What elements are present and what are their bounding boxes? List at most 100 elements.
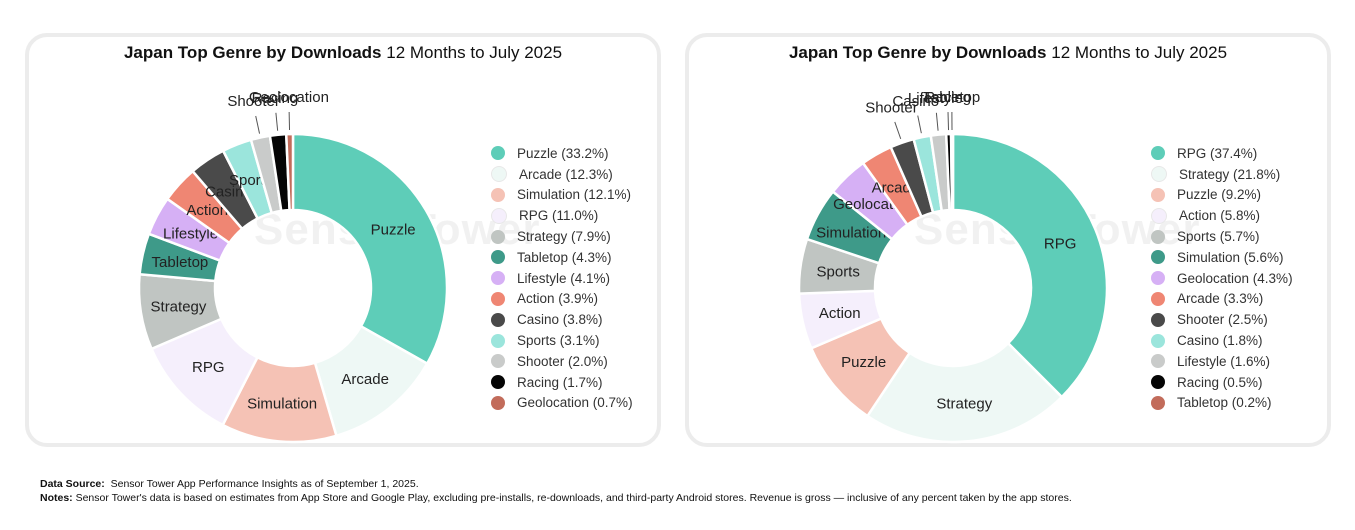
legend-item-puzzle: Puzzle (33.2%) bbox=[491, 143, 633, 164]
legend-label: Puzzle (33.2%) bbox=[517, 145, 609, 161]
legend-swatch bbox=[491, 146, 505, 161]
slice-puzzle bbox=[291, 132, 449, 366]
legend-swatch bbox=[491, 271, 505, 286]
donut-chart: RPGStrategyPuzzleActionSportsSimulationG… bbox=[797, 89, 1109, 444]
footer-data-source: Data Source: Sensor Tower App Performanc… bbox=[40, 478, 419, 490]
slice-tabletop bbox=[949, 132, 955, 212]
slice-label-casino: Casino bbox=[205, 184, 252, 201]
legend-item-action: Action (5.8%) bbox=[1151, 205, 1293, 226]
legend-item-tabletop: Tabletop (4.3%) bbox=[491, 247, 633, 268]
legend-item-strategy: Strategy (21.8%) bbox=[1151, 164, 1293, 185]
chart-title: Japan Top Genre by Downloads 12 Months t… bbox=[29, 43, 657, 63]
leader-line-shooter bbox=[894, 121, 902, 140]
legend-label: Shooter (2.0%) bbox=[517, 353, 608, 369]
legend-swatch bbox=[1151, 333, 1165, 348]
legend-swatch bbox=[1151, 271, 1165, 286]
legend-item-racing: Racing (0.5%) bbox=[1151, 372, 1293, 393]
legend-item-arcade: Arcade (3.3%) bbox=[1151, 289, 1293, 310]
leader-line-casino bbox=[917, 115, 922, 134]
legend-swatch bbox=[1151, 187, 1165, 202]
slice-label-action: Action bbox=[186, 202, 228, 219]
legend-label: Casino (3.8%) bbox=[517, 312, 603, 328]
legend-item-strategy: Strategy (7.9%) bbox=[491, 226, 633, 247]
legend-swatch bbox=[491, 229, 505, 244]
legend-label: Sports (3.1%) bbox=[517, 333, 600, 349]
leader-line-shooter bbox=[255, 115, 261, 134]
chart-panel-right: Japan Top Genre by Downloads 12 Months t… bbox=[685, 33, 1331, 447]
legend-item-simulation: Simulation (12.1%) bbox=[491, 185, 633, 206]
legend-item-racing: Racing (1.7%) bbox=[491, 372, 633, 393]
slice-label-tabletop: Tabletop bbox=[152, 254, 209, 271]
legend-label: Racing (1.7%) bbox=[517, 374, 603, 390]
legend-item-tabletop: Tabletop (0.2%) bbox=[1151, 393, 1293, 414]
legend-label: Simulation (5.6%) bbox=[1177, 249, 1284, 265]
legend-label: Puzzle (9.2%) bbox=[1177, 187, 1262, 203]
slice-label-rpg: RPG bbox=[192, 359, 225, 376]
legend-item-arcade: Arcade (12.3%) bbox=[491, 164, 633, 185]
legend-item-action: Action (3.9%) bbox=[491, 289, 633, 310]
legend-item-puzzle: Puzzle (9.2%) bbox=[1151, 185, 1293, 206]
legend-swatch bbox=[491, 312, 505, 327]
slice-label-puzzle: Puzzle bbox=[371, 221, 416, 238]
slice-label-shooter: Shooter bbox=[865, 99, 918, 116]
legend-label: Action (5.8%) bbox=[1179, 208, 1261, 224]
legend-label: RPG (37.4%) bbox=[1177, 145, 1258, 161]
legend-label: Geolocation (4.3%) bbox=[1177, 270, 1293, 286]
legend-label: Action (3.9%) bbox=[517, 291, 599, 307]
legend-label: Arcade (12.3%) bbox=[519, 166, 613, 182]
legend-swatch bbox=[491, 291, 505, 306]
legend-item-simulation: Simulation (5.6%) bbox=[1151, 247, 1293, 268]
slice-label-simulation: Simulation bbox=[247, 395, 317, 412]
legend-swatch bbox=[1151, 375, 1165, 390]
slice-rpg bbox=[951, 132, 1109, 399]
footer-notes: Notes: Sensor Tower's data is based on e… bbox=[40, 492, 1072, 504]
legend-swatch bbox=[1151, 291, 1165, 306]
legend-label: Lifestyle (4.1%) bbox=[517, 270, 611, 286]
slice-label-strategy: Strategy bbox=[936, 395, 992, 412]
chart-title-rest: 12 Months to July 2025 bbox=[386, 43, 563, 62]
legend-swatch bbox=[1151, 146, 1165, 161]
legend-item-lifestyle: Lifestyle (4.1%) bbox=[491, 268, 633, 289]
legend-swatch bbox=[1151, 250, 1165, 265]
chart-title-bold: Japan Top Genre by Downloads bbox=[123, 43, 382, 62]
legend-item-casino: Casino (1.8%) bbox=[1151, 330, 1293, 351]
legend-swatch bbox=[491, 395, 505, 410]
slice-label-simulation: Simulation bbox=[816, 224, 886, 241]
slice-label-puzzle: Puzzle bbox=[841, 354, 886, 371]
legend-label: Sports (5.7%) bbox=[1177, 229, 1260, 245]
legend-label: Tabletop (4.3%) bbox=[517, 249, 612, 265]
legend-label: Strategy (21.8%) bbox=[1179, 166, 1281, 182]
legend-item-shooter: Shooter (2.5%) bbox=[1151, 309, 1293, 330]
legend-swatch bbox=[491, 354, 505, 369]
legend-label: RPG (11.0%) bbox=[519, 208, 599, 224]
slice-label-racing: Racing bbox=[252, 90, 299, 107]
legend-swatch bbox=[1151, 395, 1165, 410]
footer-notes-text: Sensor Tower's data is based on estimate… bbox=[75, 492, 1072, 504]
legend-label: Tabletop (0.2%) bbox=[1177, 395, 1272, 411]
legend-item-lifestyle: Lifestyle (1.6%) bbox=[1151, 351, 1293, 372]
legend-swatch bbox=[491, 250, 505, 265]
legend-item-shooter: Shooter (2.0%) bbox=[491, 351, 633, 372]
slice-label-lifestyle: Lifestyle bbox=[163, 226, 218, 243]
legend-label: Simulation (12.1%) bbox=[517, 187, 632, 203]
legend-swatch bbox=[491, 333, 505, 348]
slice-label-casino: Casino bbox=[892, 93, 939, 110]
slice-label-tabletop: Tabletop bbox=[923, 89, 980, 106]
leader-line-lifestyle bbox=[935, 112, 939, 131]
chart-legend: Puzzle (33.2%) Arcade (12.3%) Simulation (… bbox=[491, 143, 633, 413]
leader-line-racing bbox=[275, 112, 279, 131]
slice-label-racing: Racing bbox=[924, 89, 971, 106]
legend-item-sports: Sports (3.1%) bbox=[491, 330, 633, 351]
slice-label-sports: Sports bbox=[817, 263, 860, 280]
legend-label: Arcade (3.3%) bbox=[1177, 291, 1264, 307]
slice-strategy bbox=[865, 341, 1064, 444]
donut-chart: Puzzle Arcade Simulation RPG Strategy Tableto… bbox=[137, 89, 449, 444]
legend-swatch bbox=[491, 187, 505, 202]
slice-label-action: Action bbox=[819, 305, 861, 322]
chart-legend: RPG (37.4%) Strategy (21.8%) Puzzle (9.2%)… bbox=[1151, 143, 1293, 413]
legend-swatch bbox=[1151, 354, 1165, 369]
footer-source-text: Sensor Tower App Performance Insights as… bbox=[110, 478, 419, 490]
chart-panel-left: Japan Top Genre by Downloads 12 Months t… bbox=[25, 33, 661, 447]
legend-label: Geolocation (0.7%) bbox=[517, 395, 633, 411]
slice-label-rpg: RPG bbox=[1044, 236, 1077, 253]
